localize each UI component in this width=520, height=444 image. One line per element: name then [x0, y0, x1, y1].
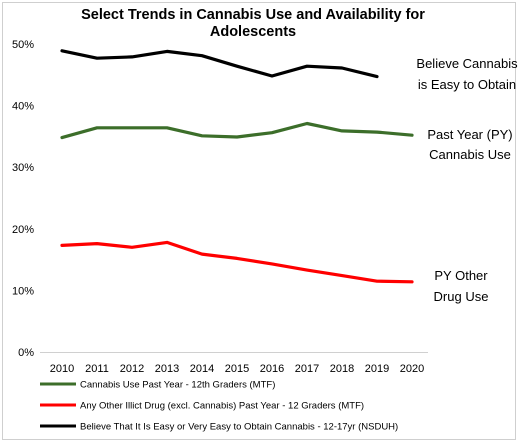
- series-annotations-group: Past Year (PY) Cannabis Use PY Other Drug U…: [416, 56, 518, 304]
- x-tick-label: 2014: [190, 363, 214, 375]
- y-tick-label: 20%: [12, 224, 34, 236]
- y-tick-label: 30%: [12, 162, 34, 174]
- x-tick-label: 2015: [225, 363, 249, 375]
- x-tick-label: 2017: [295, 363, 319, 375]
- axes-group: 0% 10% 20% 30% 40% 50% 2010 2011 2012 2013 2014 201…: [12, 39, 428, 375]
- y-tick-label: 50%: [12, 39, 34, 51]
- series-line-1: [60, 240, 414, 284]
- legend-group: Cannabis Use Past Year - 12th Graders (M…: [40, 380, 398, 433]
- series-lines-group: [60, 49, 414, 284]
- legend-label-2: Believe That It Is Easy or Very Easy to …: [80, 422, 398, 433]
- x-tick-label: 2016: [260, 363, 284, 375]
- x-tick-label: 2010: [50, 363, 74, 375]
- y-tick-label: 10%: [12, 285, 34, 297]
- x-tick-label: 2020: [400, 363, 424, 375]
- series-annotation-1: PY Other: [434, 268, 488, 283]
- chart-title-line2: Adolescents: [209, 24, 297, 40]
- series-annotation-2: is Easy to Obtain: [418, 77, 516, 92]
- series-annotation-2: Believe Cannabis: [416, 56, 518, 71]
- series-line-0: [60, 121, 414, 140]
- legend-label-1: Any Other Illict Drug (excl. Cannabis) P…: [80, 401, 364, 412]
- x-tick-label: 2012: [120, 363, 144, 375]
- y-tick-label: 40%: [12, 101, 34, 113]
- x-tick-label: 2011: [85, 363, 109, 375]
- series-annotation-1: Drug Use: [434, 289, 489, 304]
- chart-frame: Select Trends in Cannabis Use and Availa…: [2, 2, 516, 440]
- series-annotation-0: Cannabis Use: [429, 147, 511, 162]
- x-tick-label: 2013: [155, 363, 179, 375]
- series-annotation-0: Past Year (PY): [427, 127, 512, 142]
- series-line-2: [60, 49, 379, 79]
- x-tick-label: 2019: [365, 363, 389, 375]
- chart-title-line1: Select Trends in Cannabis Use and Availa…: [81, 7, 425, 23]
- legend-label-0: Cannabis Use Past Year - 12th Graders (M…: [80, 380, 275, 391]
- x-tick-label: 2018: [330, 363, 354, 375]
- y-tick-label: 0%: [18, 347, 34, 359]
